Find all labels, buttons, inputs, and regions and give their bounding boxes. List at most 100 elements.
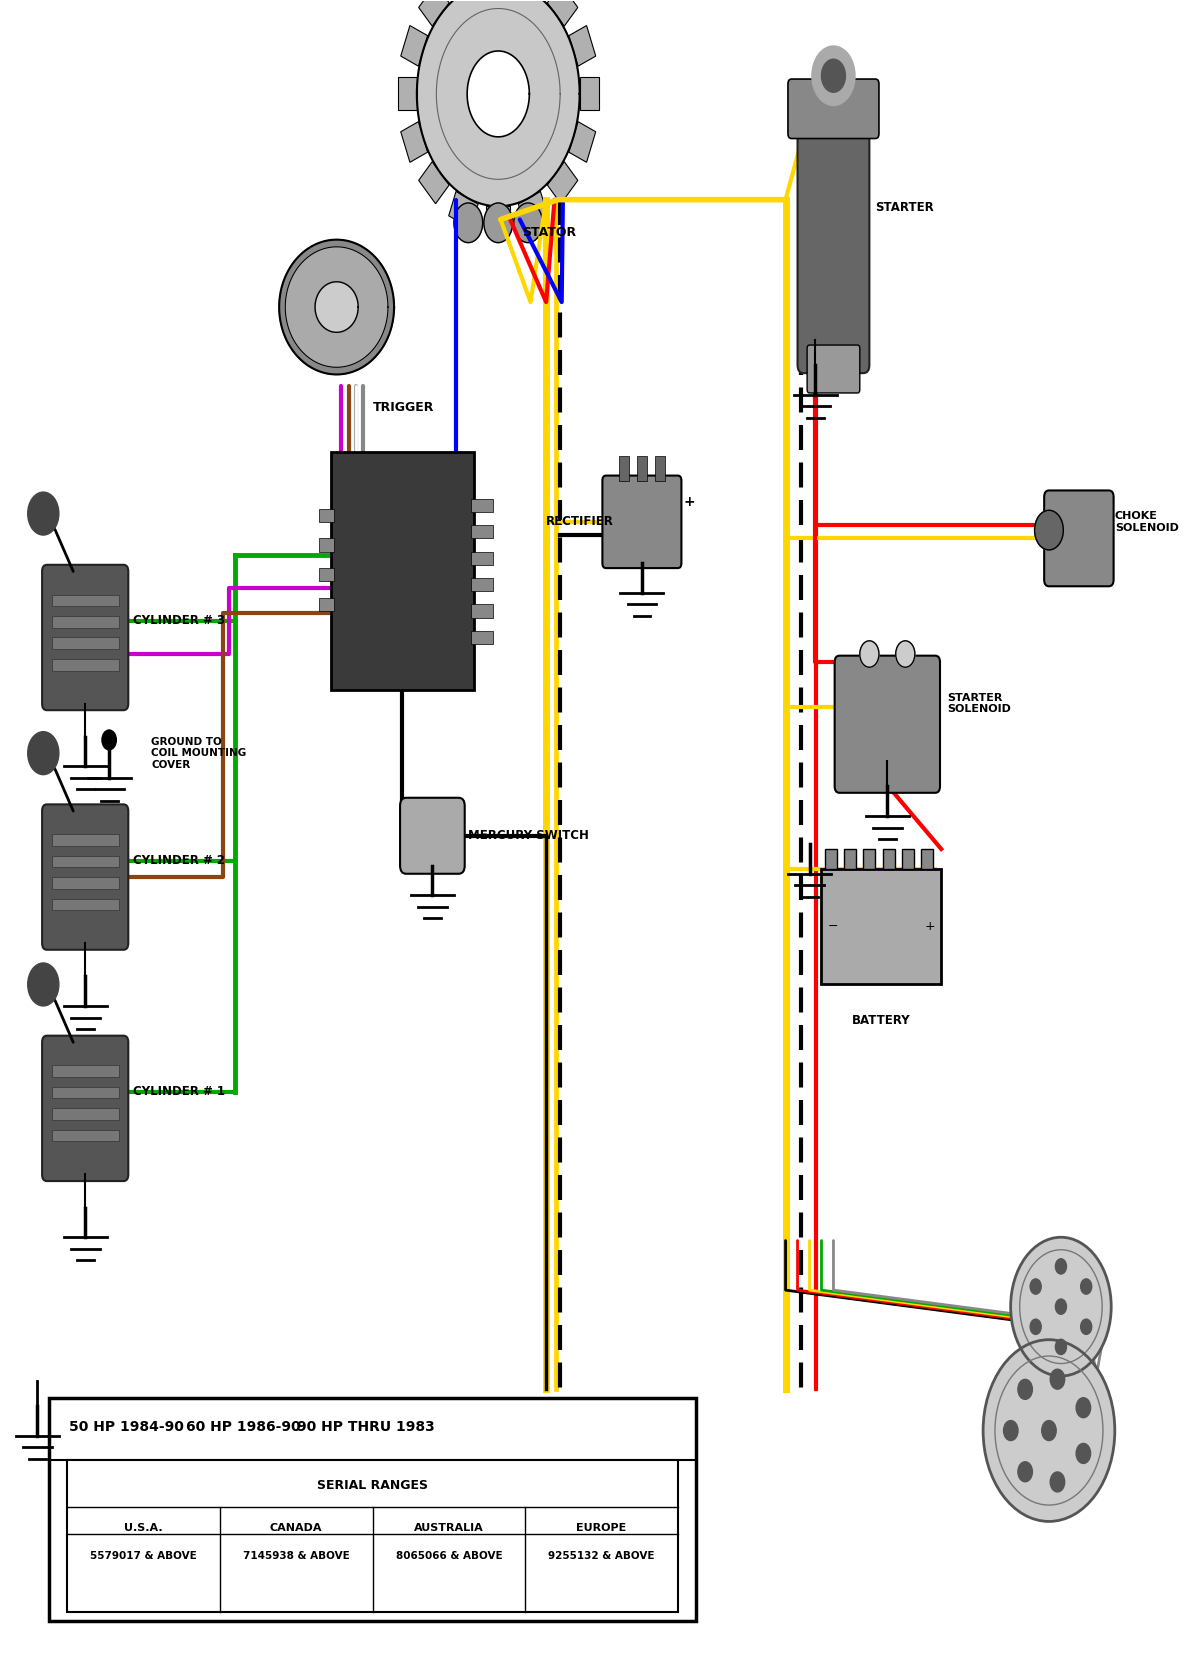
Bar	[52, 1087, 119, 1099]
Text: TRIGGER: TRIGGER	[372, 401, 434, 414]
Bar	[863, 849, 875, 869]
Bar	[619, 455, 629, 480]
Circle shape	[1042, 1420, 1056, 1440]
Bar	[52, 856, 119, 867]
FancyBboxPatch shape	[788, 79, 878, 139]
Polygon shape	[401, 25, 427, 66]
Circle shape	[514, 204, 542, 243]
Bar	[52, 1066, 119, 1077]
Text: 7145938 & ABOVE: 7145938 & ABOVE	[242, 1551, 349, 1561]
Bar	[920, 849, 932, 869]
Text: EUROPE: EUROPE	[576, 1523, 626, 1533]
Polygon shape	[419, 162, 449, 204]
FancyBboxPatch shape	[602, 475, 682, 568]
Bar	[319, 508, 334, 521]
Circle shape	[1076, 1443, 1091, 1463]
FancyBboxPatch shape	[798, 109, 869, 372]
Text: STARTER: STARTER	[875, 202, 934, 215]
Bar	[472, 498, 493, 511]
Polygon shape	[397, 78, 416, 111]
Bar	[52, 899, 119, 910]
Polygon shape	[569, 122, 595, 162]
Text: 60 HP 1986-90: 60 HP 1986-90	[186, 1420, 300, 1435]
FancyBboxPatch shape	[42, 804, 128, 950]
Bar	[822, 869, 941, 985]
Bar	[845, 849, 857, 869]
Circle shape	[1003, 1420, 1018, 1440]
Polygon shape	[569, 25, 595, 66]
Text: MERCURY SWITCH: MERCURY SWITCH	[468, 829, 589, 842]
Text: CANADA: CANADA	[270, 1523, 323, 1533]
FancyBboxPatch shape	[42, 564, 128, 710]
Text: SERIAL RANGES: SERIAL RANGES	[317, 1478, 428, 1491]
Bar	[319, 568, 334, 581]
Text: CYLINDER # 3: CYLINDER # 3	[133, 614, 226, 627]
Circle shape	[983, 1339, 1115, 1521]
Polygon shape	[416, 0, 580, 207]
Bar	[52, 834, 119, 846]
Circle shape	[1018, 1461, 1032, 1481]
FancyBboxPatch shape	[1044, 490, 1114, 586]
Bar	[826, 849, 838, 869]
Circle shape	[1050, 1369, 1064, 1389]
Polygon shape	[316, 281, 358, 333]
Circle shape	[1055, 1339, 1067, 1354]
Bar	[901, 849, 913, 869]
Circle shape	[1030, 1319, 1042, 1334]
Circle shape	[28, 963, 59, 1006]
FancyBboxPatch shape	[835, 655, 940, 793]
Circle shape	[1030, 1279, 1042, 1294]
Circle shape	[822, 60, 846, 93]
Circle shape	[1055, 1259, 1067, 1274]
Bar	[49, 1397, 696, 1620]
Bar	[52, 616, 119, 627]
Polygon shape	[449, 192, 478, 228]
Polygon shape	[486, 207, 510, 233]
Text: 5579017 & ABOVE: 5579017 & ABOVE	[90, 1551, 197, 1561]
FancyBboxPatch shape	[42, 1036, 128, 1182]
Circle shape	[859, 640, 878, 667]
Circle shape	[454, 204, 482, 243]
Bar	[52, 659, 119, 670]
Text: BATTERY: BATTERY	[852, 1015, 911, 1028]
Text: RECTIFIER: RECTIFIER	[546, 515, 614, 528]
Text: STARTER
SOLENOID: STARTER SOLENOID	[947, 693, 1012, 715]
Text: 90 HP THRU 1983: 90 HP THRU 1983	[298, 1420, 434, 1435]
Bar	[472, 578, 493, 591]
Circle shape	[1081, 1319, 1092, 1334]
Circle shape	[1050, 1471, 1064, 1491]
Circle shape	[1055, 1299, 1067, 1314]
Bar	[472, 551, 493, 564]
FancyBboxPatch shape	[808, 344, 859, 392]
Polygon shape	[547, 162, 578, 204]
Text: +: +	[924, 920, 935, 933]
Circle shape	[1018, 1379, 1032, 1400]
Polygon shape	[316, 281, 358, 333]
Text: CHOKE
SOLENOID: CHOKE SOLENOID	[1115, 511, 1178, 533]
Circle shape	[895, 640, 914, 667]
FancyBboxPatch shape	[331, 452, 474, 690]
Circle shape	[812, 46, 856, 106]
Text: −: −	[828, 920, 838, 933]
Bar	[67, 1460, 678, 1612]
Circle shape	[28, 492, 59, 535]
Text: GROUND TO
COIL MOUNTING
COVER: GROUND TO COIL MOUNTING COVER	[151, 736, 246, 770]
FancyBboxPatch shape	[400, 798, 464, 874]
Bar	[472, 604, 493, 617]
Bar	[52, 594, 119, 606]
Polygon shape	[286, 247, 388, 367]
Text: CYLINDER # 1: CYLINDER # 1	[133, 1086, 226, 1099]
Text: U.S.A.: U.S.A.	[125, 1523, 163, 1533]
Circle shape	[1010, 1238, 1111, 1375]
Bar	[655, 455, 665, 480]
Polygon shape	[547, 0, 578, 26]
Polygon shape	[280, 240, 394, 374]
Text: +: +	[684, 495, 696, 510]
Text: 9255132 & ABOVE: 9255132 & ABOVE	[548, 1551, 655, 1561]
Bar	[472, 525, 493, 538]
Text: CYLINDER # 2: CYLINDER # 2	[133, 854, 226, 867]
Text: 8065066 & ABOVE: 8065066 & ABOVE	[396, 1551, 502, 1561]
Circle shape	[28, 732, 59, 775]
Text: STATOR: STATOR	[522, 227, 576, 238]
Polygon shape	[419, 0, 449, 26]
